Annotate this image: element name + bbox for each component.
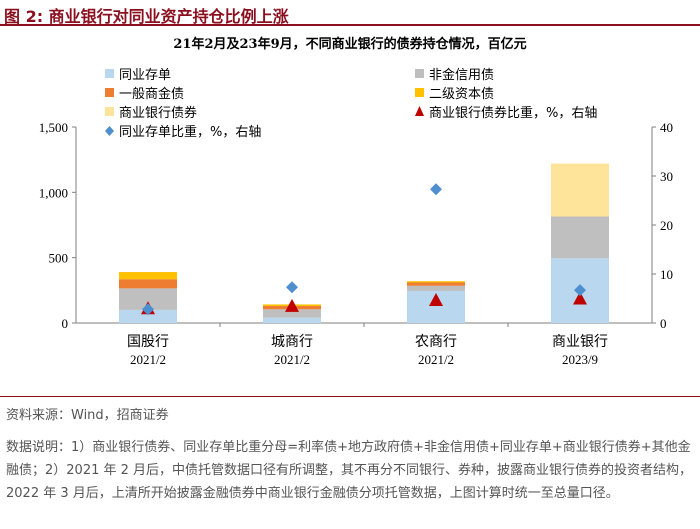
bar-1-2 xyxy=(263,317,321,323)
bar-1-1 xyxy=(119,309,177,323)
legend-5-label: 商业银行债券 xyxy=(119,105,197,121)
right-tick-label: 0 xyxy=(660,316,667,331)
legend-6-label: 商业银行债券比重，%，右轴 xyxy=(429,105,597,121)
legend-3-swatch xyxy=(105,88,114,97)
diamond-point-3 xyxy=(430,183,442,196)
legend-7-swatch xyxy=(105,126,114,136)
right-tick-label: 10 xyxy=(660,267,673,282)
legend-4-swatch xyxy=(415,88,424,97)
category-date-label: 2021/2 xyxy=(418,352,454,367)
left-tick-label: 1,000 xyxy=(39,185,68,200)
legend-2-swatch xyxy=(415,69,424,78)
left-tick-label: 0 xyxy=(62,316,69,331)
category-label: 商业银行 xyxy=(552,334,608,350)
legend-5-swatch xyxy=(105,107,114,116)
bar-4-3 xyxy=(407,281,465,283)
legend-3-label: 一般商金债 xyxy=(119,86,184,102)
footer-divider xyxy=(0,396,700,397)
source-text: 资料来源：Wind，招商证券 xyxy=(6,408,169,423)
triangle-point-4 xyxy=(573,291,587,305)
left-tick-label: 1,500 xyxy=(39,120,68,135)
legend-6-swatch xyxy=(415,106,424,116)
figure-header: 图 2: 商业银行对同业资产持仓比例上涨 xyxy=(0,0,700,26)
category-date-label: 2021/2 xyxy=(274,352,310,367)
triangle-point-3 xyxy=(429,292,443,306)
right-tick-label: 30 xyxy=(660,169,673,184)
diamond-point-1 xyxy=(142,303,154,316)
legend-7-label: 同业存单比重，%，右轴 xyxy=(119,124,261,140)
bar-3-1 xyxy=(119,279,177,289)
diamond-point-4 xyxy=(574,284,586,297)
legend-1-swatch xyxy=(105,69,114,78)
bar-4-1 xyxy=(119,272,177,280)
legend-1-label: 同业存单 xyxy=(119,68,171,83)
category-label: 国股行 xyxy=(127,334,169,350)
triangle-point-2 xyxy=(285,298,299,312)
legend-2-label: 非金信用债 xyxy=(429,67,494,83)
bar-2-1 xyxy=(119,288,177,310)
chart-title: 21年2月及23年9月，不同商业银行的债券持仓情况，百亿元 xyxy=(173,37,527,52)
figure-title: 图 2: 商业银行对同业资产持仓比例上涨 xyxy=(4,7,289,26)
bar-2-4 xyxy=(551,216,609,259)
right-tick-label: 20 xyxy=(660,218,673,233)
bar-3-3 xyxy=(407,282,465,286)
bar-2-3 xyxy=(407,285,465,291)
category-date-label: 2023/9 xyxy=(562,352,598,367)
category-date-label: 2021/2 xyxy=(130,352,166,367)
bar-5-4 xyxy=(551,163,609,217)
legend-4-label: 二级资本债 xyxy=(429,87,494,102)
category-label: 农商行 xyxy=(415,334,457,350)
category-label: 城商行 xyxy=(271,334,313,350)
right-tick-label: 40 xyxy=(660,120,673,135)
notes-text: 数据说明：1）商业银行债券、同业存单比重分母=利率债+地方政府债+非金信用债+同… xyxy=(6,440,693,501)
diamond-point-2 xyxy=(286,281,298,294)
left-tick-label: 500 xyxy=(49,251,69,266)
bar-2-2 xyxy=(263,309,321,318)
